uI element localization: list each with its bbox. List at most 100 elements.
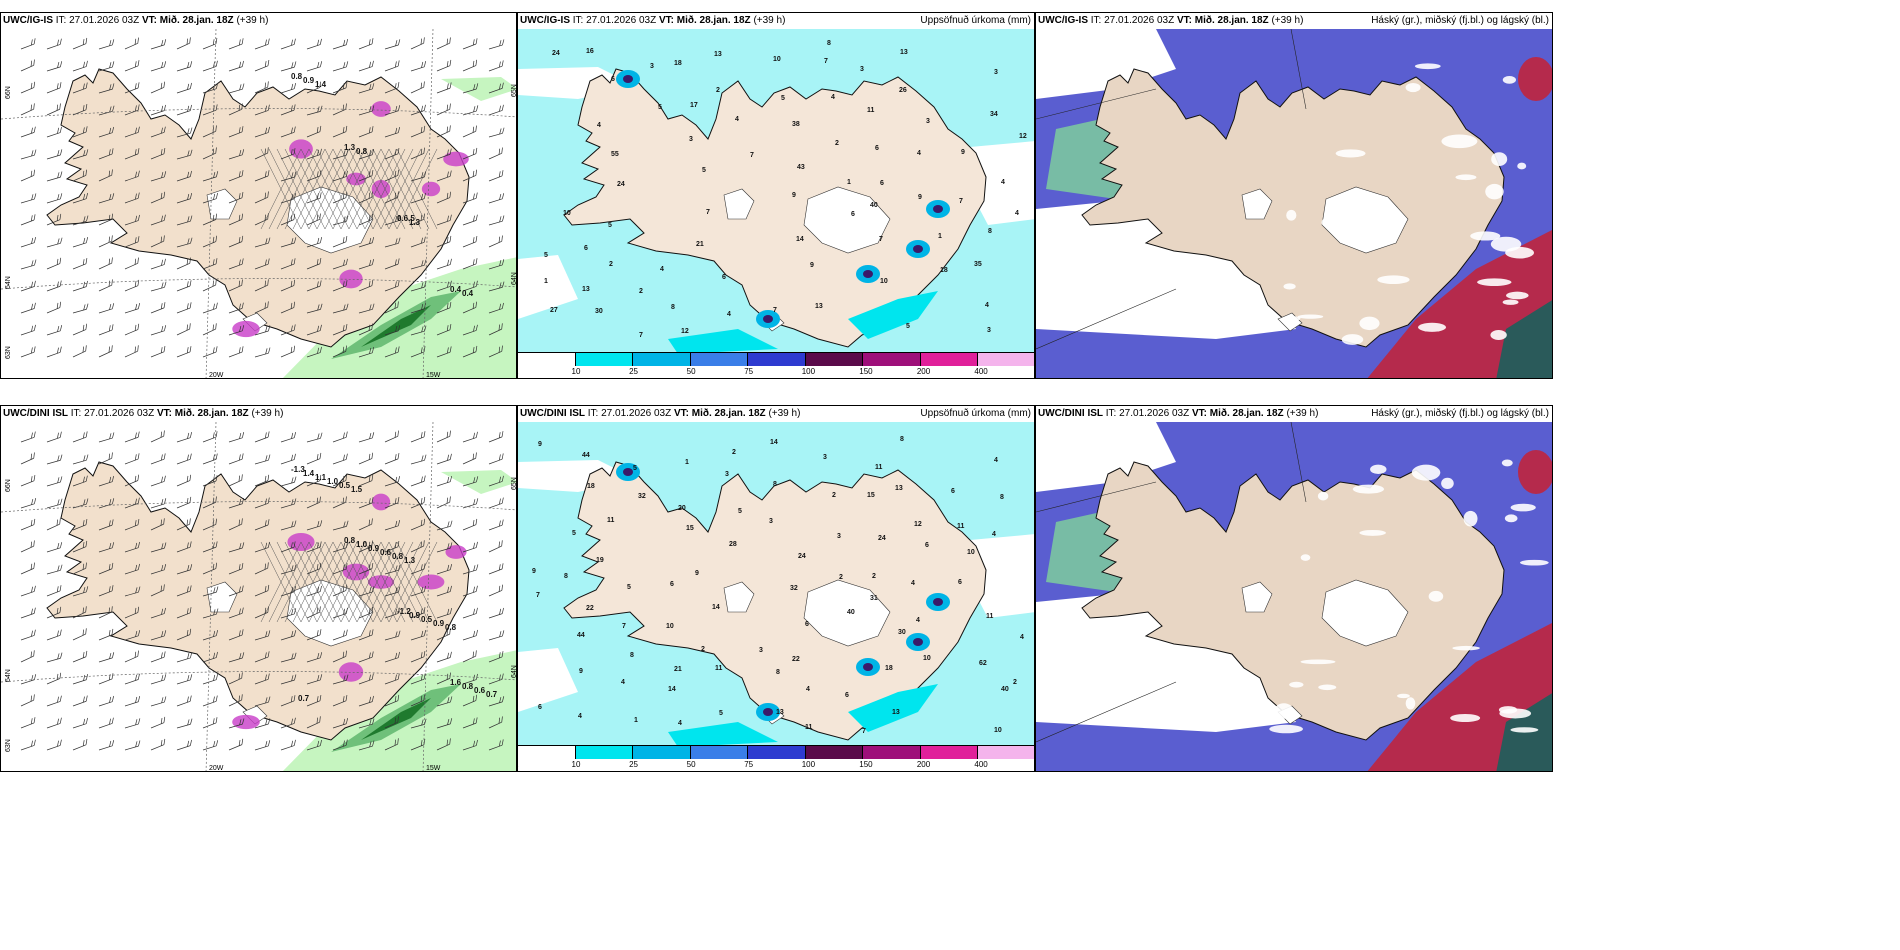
- wind-barb: [436, 301, 452, 314]
- barb-shaft: [98, 240, 112, 248]
- cloud-gap: [1335, 149, 1366, 158]
- wind-barb: [176, 237, 193, 248]
- glacier: [723, 581, 755, 613]
- barb-feather: [30, 347, 33, 354]
- barb-shaft: [72, 679, 87, 685]
- precip-max: [933, 205, 943, 213]
- barb-feather: [189, 453, 192, 460]
- wind-barb: [384, 540, 400, 553]
- barb-feather: [343, 259, 346, 266]
- wind-barb: [72, 498, 89, 509]
- hatch-line: [332, 541, 374, 623]
- barb-feather: [215, 82, 218, 89]
- precip-value-label: 1.6: [450, 678, 462, 687]
- barb-shaft: [202, 198, 217, 204]
- barb-feather: [187, 565, 190, 571]
- barb-feather: [371, 148, 375, 155]
- wind-barb: [228, 346, 244, 358]
- barb-feather: [371, 279, 374, 286]
- hatch-line: [292, 541, 334, 623]
- barb-shaft: [98, 437, 113, 443]
- barb-feather: [423, 585, 426, 592]
- wind-barb: [176, 518, 191, 531]
- barb-feather: [294, 586, 297, 592]
- hatch-line: [340, 541, 382, 623]
- barb-feather: [498, 171, 501, 178]
- barb-feather: [475, 739, 478, 746]
- barb-feather: [267, 38, 270, 45]
- precip-band-max: [361, 305, 431, 347]
- barb-feather: [371, 126, 374, 133]
- barb-feather: [238, 214, 241, 221]
- wind-barb: [358, 562, 374, 575]
- barb-feather: [187, 740, 190, 747]
- cloud-gap: [1502, 299, 1519, 305]
- barb-feather: [215, 651, 218, 658]
- wind-barb: [72, 540, 88, 553]
- barb-feather: [394, 83, 397, 90]
- barb-feather: [449, 585, 452, 592]
- barb-feather: [472, 237, 475, 243]
- barb-feather: [189, 346, 192, 352]
- barb-feather: [450, 520, 453, 527]
- barb-feather: [420, 674, 423, 681]
- barb-shaft: [462, 220, 477, 226]
- barb-shaft: [124, 723, 139, 729]
- barb-shaft: [202, 176, 217, 182]
- barb-feather: [82, 83, 85, 90]
- barb-feather: [57, 325, 60, 332]
- barb-feather: [343, 675, 346, 682]
- barb-shaft: [462, 307, 476, 314]
- barb-feather: [501, 82, 504, 89]
- wind-barb: [436, 520, 453, 531]
- barb-feather: [447, 608, 450, 615]
- wind-barb: [280, 520, 297, 531]
- barb-shaft: [384, 436, 398, 443]
- barb-shaft: [384, 546, 399, 553]
- wind-barb: [358, 740, 375, 751]
- wind-barb: [384, 191, 399, 204]
- hatch-line: [276, 148, 318, 230]
- barb-feather: [59, 103, 61, 110]
- wind-barb: [306, 520, 323, 531]
- barb-feather: [33, 562, 35, 569]
- barb-shaft: [98, 568, 113, 575]
- barb-feather: [161, 697, 164, 704]
- barb-feather: [60, 61, 63, 67]
- barb-shaft: [176, 634, 191, 641]
- wind-barb: [306, 694, 322, 707]
- barb-feather: [423, 192, 426, 199]
- wind-barb: [358, 83, 375, 94]
- barb-feather: [111, 279, 113, 286]
- barb-shaft: [358, 66, 373, 72]
- wind-barb: [410, 346, 426, 358]
- barb-feather: [30, 104, 32, 111]
- hatch-line: [276, 541, 318, 623]
- barb-feather: [502, 127, 505, 134]
- precip-value-label: 24: [798, 553, 806, 560]
- precip-value-label: 0.4: [462, 289, 474, 298]
- barb-feather: [372, 83, 375, 90]
- barb-feather: [85, 323, 88, 330]
- barb-feather: [31, 237, 34, 244]
- precip-value-label: 18: [587, 483, 595, 490]
- wind-barb: [20, 302, 36, 314]
- barb-feather: [447, 652, 449, 659]
- wind-barb: [410, 650, 426, 663]
- barb-shaft: [410, 264, 425, 270]
- barb-shaft: [150, 569, 165, 575]
- wind-barb: [280, 82, 296, 94]
- barb-feather: [241, 38, 244, 45]
- barb-feather: [212, 347, 215, 354]
- lat-label: 66N: [5, 479, 12, 492]
- barb-feather: [215, 518, 217, 525]
- barb-feather: [371, 191, 373, 198]
- barb-feather: [56, 673, 59, 680]
- barb-shaft: [254, 612, 268, 619]
- barb-feather: [241, 629, 244, 636]
- precip-value-label: 11: [867, 107, 875, 114]
- coastline: [46, 68, 470, 348]
- barb-feather: [397, 126, 400, 133]
- barb-feather: [59, 213, 62, 220]
- barb-feather: [108, 258, 111, 265]
